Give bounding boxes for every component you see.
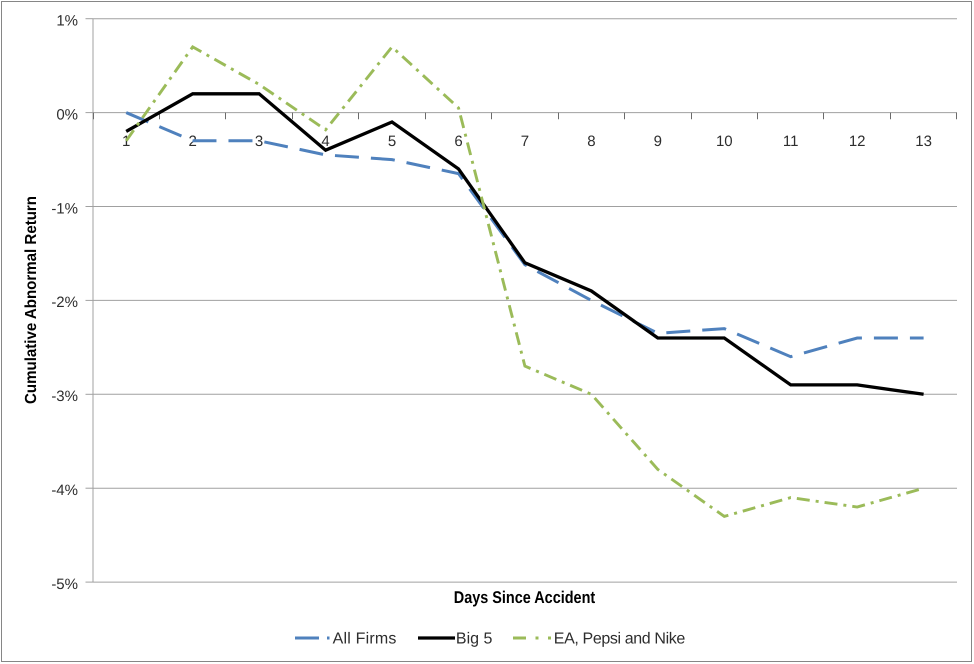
svg-text:Cumulative Abnormal Return: Cumulative Abnormal Return	[23, 196, 40, 404]
svg-text:1: 1	[122, 133, 130, 150]
svg-text:All Firms: All Firms	[333, 631, 397, 648]
svg-text:-5%: -5%	[51, 576, 78, 593]
svg-text:-1%: -1%	[51, 200, 78, 217]
svg-text:-3%: -3%	[51, 388, 78, 405]
svg-text:5: 5	[388, 133, 396, 150]
svg-text:6: 6	[454, 133, 462, 150]
svg-text:EA, Pepsi and Nike: EA, Pepsi and Nike	[554, 631, 686, 648]
svg-text:12: 12	[849, 133, 866, 150]
svg-text:9: 9	[654, 133, 662, 150]
svg-text:3: 3	[255, 133, 263, 150]
svg-text:7: 7	[521, 133, 529, 150]
svg-text:13: 13	[915, 133, 932, 150]
svg-text:Big 5: Big 5	[456, 631, 493, 648]
svg-text:-2%: -2%	[51, 294, 78, 311]
svg-text:8: 8	[587, 133, 595, 150]
svg-text:11: 11	[783, 133, 799, 150]
svg-text:1%: 1%	[56, 13, 78, 30]
svg-text:10: 10	[716, 133, 733, 150]
svg-text:4: 4	[321, 133, 329, 150]
svg-text:-4%: -4%	[51, 482, 78, 499]
svg-text:Days Since Accident: Days Since Accident	[454, 588, 596, 607]
svg-text:0%: 0%	[56, 107, 78, 124]
